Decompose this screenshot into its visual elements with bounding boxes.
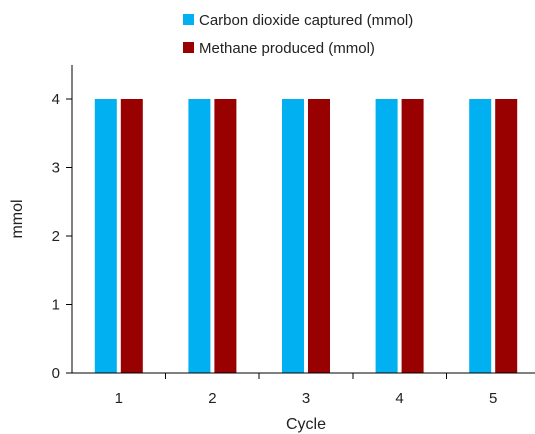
y-axis-title: mmol <box>9 199 26 238</box>
legend-swatch-methane <box>183 42 194 53</box>
x-tick-label-5: 5 <box>489 390 497 407</box>
legend-label-methane: Methane produced (mmol) <box>199 40 375 57</box>
y-tick-label-1: 1 <box>52 297 60 314</box>
y-tick-label-0: 0 <box>52 365 60 382</box>
axes <box>71 65 535 374</box>
x-tick-label-3: 3 <box>302 390 310 407</box>
x-tick-label-2: 2 <box>208 390 216 407</box>
bar-methane-cycle-2 <box>214 99 237 373</box>
legend: Carbon dioxide captured (mmol) Methane p… <box>183 12 413 57</box>
x-tick-label-4: 4 <box>395 390 403 407</box>
legend-label-co2: Carbon dioxide captured (mmol) <box>199 12 413 29</box>
x-axis-title: Cycle <box>286 416 326 433</box>
ticks-group: 0 1 2 3 4 1 2 3 4 5 <box>52 91 498 407</box>
bar-co2-cycle-3 <box>282 99 304 373</box>
bar-co2-cycle-4 <box>375 99 398 373</box>
x-tick-label-1: 1 <box>115 390 123 407</box>
bar-methane-cycle-5 <box>495 99 518 373</box>
bar-co2-cycle-2 <box>188 99 211 373</box>
bar-co2-cycle-1 <box>94 99 117 373</box>
bars-group <box>94 99 518 373</box>
bar-methane-cycle-1 <box>120 99 143 373</box>
bar-co2-cycle-5 <box>469 99 492 373</box>
y-tick-label-2: 2 <box>52 228 60 245</box>
bar-methane-cycle-4 <box>401 99 424 373</box>
y-tick-label-3: 3 <box>52 160 60 177</box>
bar-methane-cycle-3 <box>308 99 330 373</box>
legend-swatch-co2 <box>183 14 194 25</box>
y-tick-label-4: 4 <box>52 91 60 108</box>
